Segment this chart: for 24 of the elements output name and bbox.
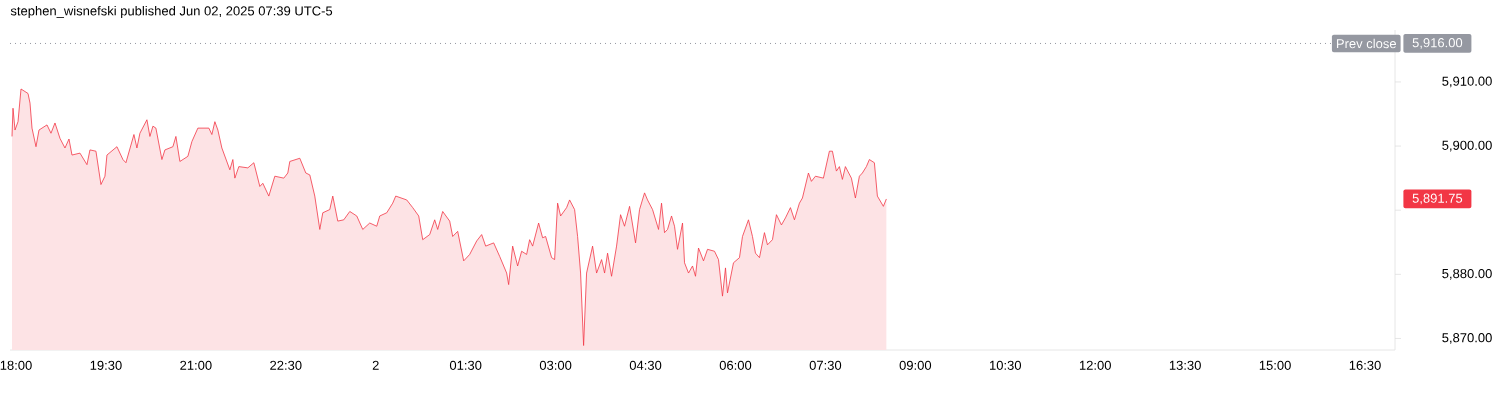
x-tick-label: 09:00: [899, 360, 932, 370]
x-tick-label: 16:30: [1349, 360, 1381, 370]
y-tick-label: 5,900.00: [1442, 140, 1492, 152]
x-tick-label: 19:30: [90, 360, 122, 370]
text: 5,891.75: [1412, 193, 1463, 205]
x-tick-label: 01:30: [449, 360, 482, 370]
x-tick-label: 18:00: [0, 360, 32, 370]
x-tick-label: 13:30: [1169, 360, 1201, 370]
x-tick-label: 12:00: [1079, 360, 1111, 370]
y-tick-label: 5,880.00: [1442, 268, 1492, 280]
y-tick-label: 5,910.00: [1442, 76, 1492, 88]
x-tick-label: 15:00: [1259, 360, 1291, 370]
x-tick-label: 04:30: [629, 360, 662, 370]
chart-title: stephen_wisnefski published Jun 02, 2025 07:39 UTC-5: [10, 5, 333, 19]
x-tick-label: 22:30: [270, 360, 302, 370]
x-tick-label: 2: [372, 360, 379, 370]
x-tick-label: 06:00: [719, 360, 752, 370]
ref-line-label: Prev close: [1336, 38, 1396, 49]
x-tick-label: 10:30: [990, 360, 1022, 370]
y-tick-label: 5,870.00: [1442, 333, 1492, 344]
x-tick-label: 21:00: [180, 360, 212, 370]
x-tick-label: 07:30: [809, 360, 842, 370]
x-tick-label: 03:00: [539, 360, 572, 370]
text: 5,916.00: [1412, 38, 1463, 49]
